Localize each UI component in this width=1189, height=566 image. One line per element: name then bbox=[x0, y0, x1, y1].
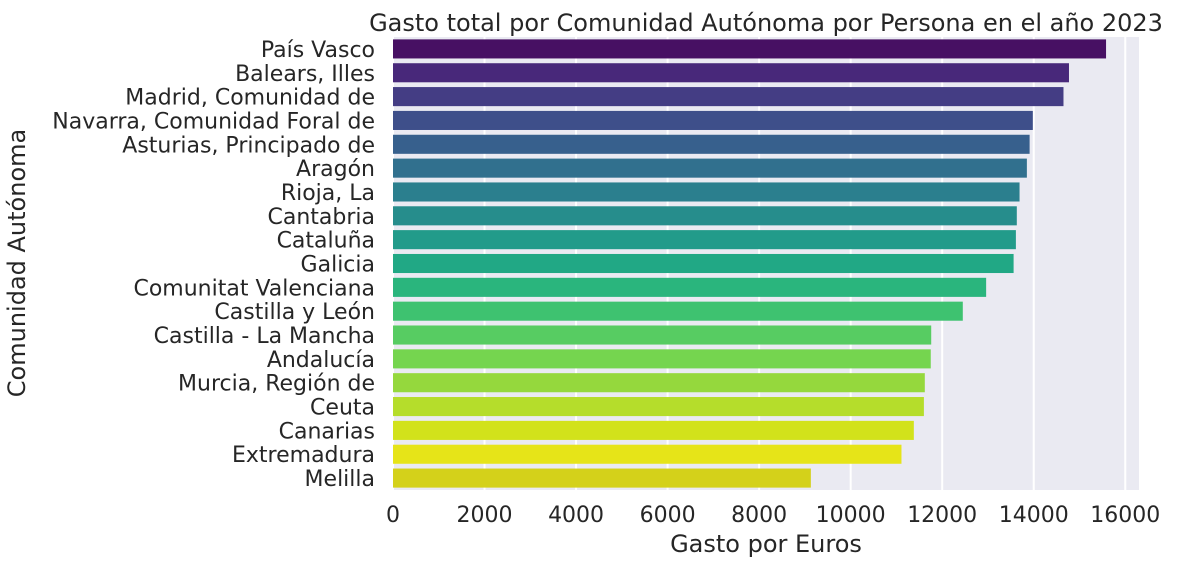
y-tick-label: Rioja, La bbox=[281, 181, 375, 206]
bar bbox=[393, 158, 1027, 178]
x-tick-labels: 0 2000 4000 6000 8000 10000 12000 14000 16000 bbox=[386, 503, 1160, 528]
bar bbox=[393, 182, 1020, 202]
y-tick-label: Melilla bbox=[305, 467, 375, 492]
bar bbox=[393, 110, 1033, 130]
x-tick-label: 12000 bbox=[907, 503, 977, 528]
x-tick-label: 16000 bbox=[1090, 503, 1160, 528]
bar bbox=[393, 230, 1016, 250]
y-tick-label: Ceuta bbox=[310, 396, 375, 421]
bar bbox=[393, 373, 925, 393]
y-tick-label: Asturias, Principado de bbox=[122, 133, 375, 158]
bar bbox=[393, 87, 1064, 107]
x-tick-label: 10000 bbox=[816, 503, 886, 528]
x-tick-label: 4000 bbox=[548, 503, 604, 528]
y-tick-label: Cataluña bbox=[277, 229, 375, 254]
chart-title: Gasto total por Comunidad Autónoma por P… bbox=[369, 9, 1163, 37]
bar bbox=[393, 349, 931, 369]
x-axis-label: Gasto por Euros bbox=[670, 530, 862, 558]
bar bbox=[393, 420, 914, 440]
bar bbox=[393, 206, 1017, 226]
bar bbox=[393, 468, 811, 488]
y-axis-label: Comunidad Autónoma bbox=[3, 129, 31, 397]
bar bbox=[393, 39, 1107, 59]
bar bbox=[393, 134, 1030, 154]
y-tick-label: Galicia bbox=[301, 253, 375, 278]
bar bbox=[393, 277, 987, 297]
y-tick-label: Extremadura bbox=[232, 443, 375, 468]
y-tick-label: Andalucía bbox=[267, 348, 375, 373]
bar bbox=[393, 397, 924, 417]
x-tick-label: 0 bbox=[386, 503, 400, 528]
y-tick-label: Murcia, Región de bbox=[178, 372, 375, 397]
bar bbox=[393, 444, 902, 464]
x-tick-label: 2000 bbox=[457, 503, 513, 528]
y-tick-label: Canarias bbox=[279, 419, 375, 444]
x-tick-label: 8000 bbox=[731, 503, 787, 528]
y-tick-label: Aragón bbox=[296, 157, 375, 182]
y-tick-label: Madrid, Comunidad de bbox=[125, 86, 375, 111]
bar bbox=[393, 325, 932, 345]
bar bbox=[393, 253, 1014, 274]
y-tick-label: Navarra, Comunidad Foral de bbox=[52, 109, 375, 134]
x-tick-label: 14000 bbox=[999, 503, 1069, 528]
y-tick-label: Castilla y León bbox=[214, 300, 375, 325]
y-tick-label: Cantabria bbox=[268, 205, 376, 230]
bars bbox=[393, 39, 1107, 488]
y-tick-label: País Vasco bbox=[261, 38, 375, 63]
y-tick-label: Balears, Illes bbox=[235, 62, 375, 87]
bar bbox=[393, 63, 1069, 83]
y-tick-label: Comunitat Valenciana bbox=[133, 276, 375, 301]
bar bbox=[393, 301, 963, 321]
x-tick-label: 6000 bbox=[640, 503, 696, 528]
y-tick-label: Castilla - La Mancha bbox=[154, 324, 375, 349]
